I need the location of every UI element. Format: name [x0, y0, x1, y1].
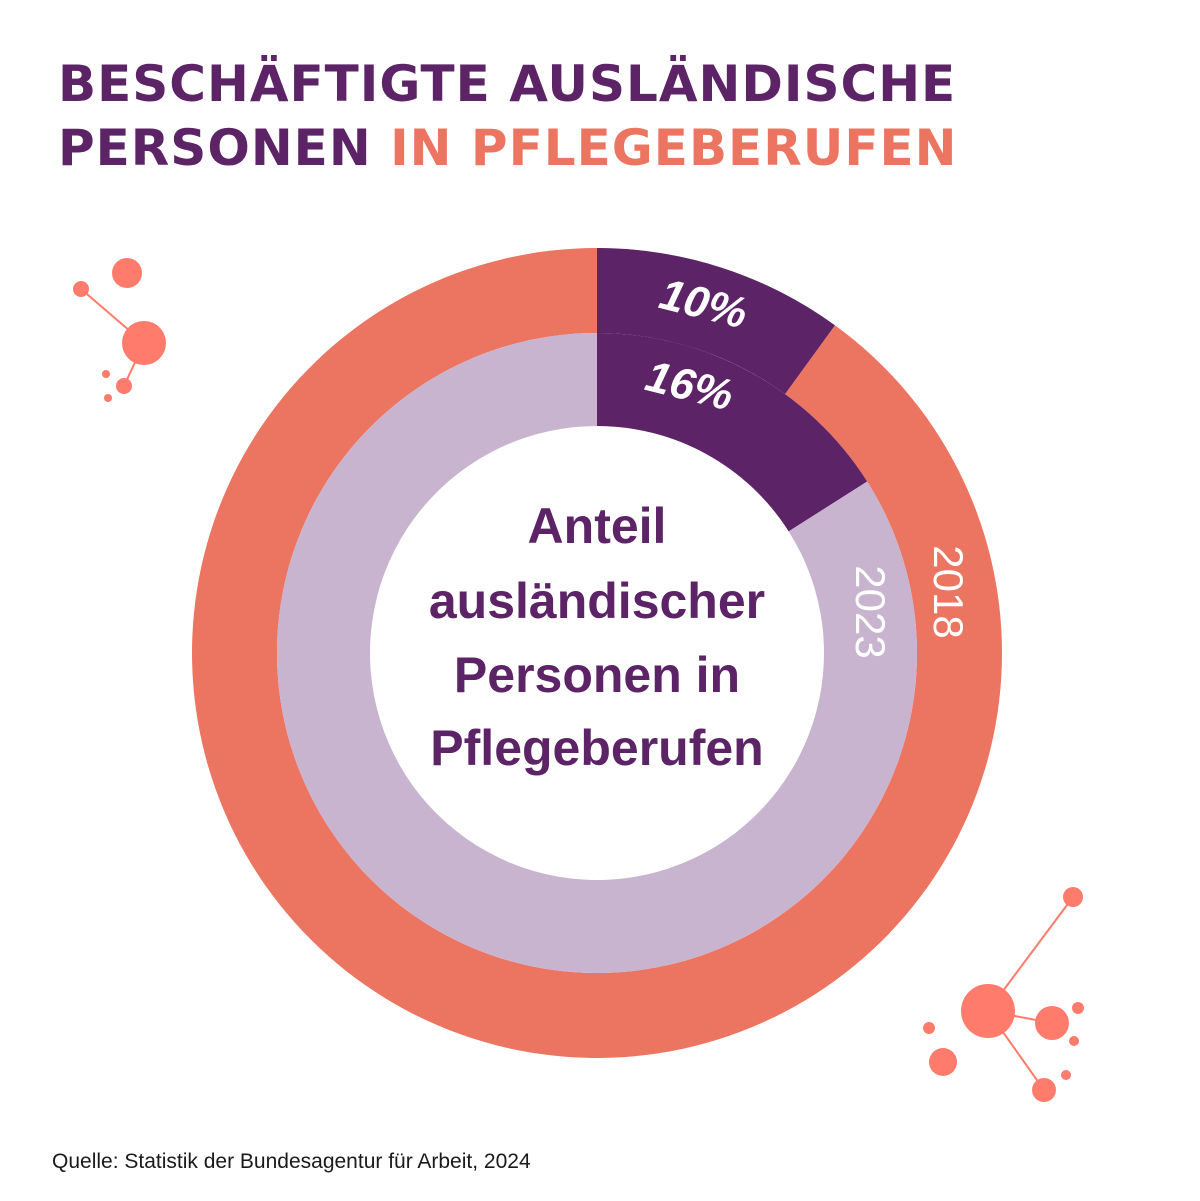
- title-line1: BESCHÄFTIGTE AUSLÄNDISCHE: [58, 55, 957, 113]
- title-line2-accent: IN PFLEGEBERUFEN: [390, 119, 958, 177]
- slice-2018-highlight: [597, 248, 836, 395]
- center-label-line1: Anteil: [528, 498, 667, 554]
- center-label-line3: Personen in: [454, 647, 740, 703]
- decor-dot: [961, 984, 1015, 1038]
- source-note: Quelle: Statistik der Bundesagentur für …: [52, 1150, 531, 1173]
- decor-dot: [1072, 1002, 1084, 1014]
- decor-dot: [122, 321, 166, 365]
- decor-dot: [929, 1048, 957, 1076]
- molecule-decoration-icon: [73, 258, 1084, 1102]
- decor-dot: [1035, 1006, 1069, 1040]
- decor-dot: [1069, 1036, 1079, 1046]
- decor-dot: [116, 378, 132, 394]
- decor-dot: [1063, 887, 1083, 907]
- center-label-line4: Pflegeberufen: [430, 720, 763, 776]
- center-label-line2: ausländischer: [429, 573, 765, 629]
- decor-dot: [104, 394, 112, 402]
- series-label-2018: 2018: [925, 545, 972, 638]
- chart-title: BESCHÄFTIGTE AUSLÄNDISCHE PERSONEN IN PF…: [58, 52, 957, 180]
- decor-dot: [102, 370, 110, 378]
- decor-dot: [1032, 1078, 1056, 1102]
- title-line2-part1: PERSONEN: [58, 119, 391, 177]
- slice-2023-highlight: [597, 333, 868, 532]
- series-label-2023: 2023: [847, 565, 894, 658]
- decor-dot: [73, 281, 89, 297]
- decor-dot: [923, 1022, 935, 1034]
- decor-dot: [112, 258, 142, 288]
- decor-dot: [1061, 1070, 1071, 1080]
